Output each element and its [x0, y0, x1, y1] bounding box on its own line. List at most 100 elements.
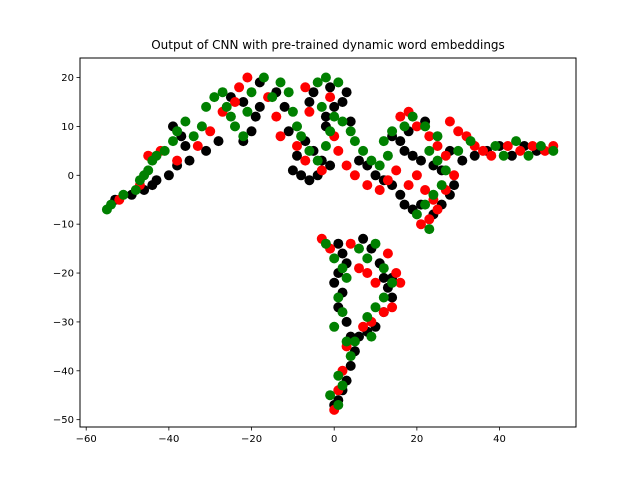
data-point: [370, 238, 381, 249]
data-point: [333, 292, 344, 303]
data-point: [325, 160, 336, 171]
data-point: [449, 180, 460, 191]
data-point: [184, 155, 195, 166]
data-point: [395, 277, 406, 288]
data-point: [316, 101, 327, 112]
data-point: [287, 165, 298, 176]
data-point: [345, 116, 356, 127]
data-point: [403, 180, 414, 191]
data-point: [163, 170, 174, 181]
data-point: [106, 199, 116, 210]
data-point: [283, 126, 294, 137]
x-axis: −60 −40 −20 0 20 40: [76, 427, 506, 445]
data-point: [345, 360, 356, 371]
data-point: [341, 87, 352, 98]
data-point: [399, 121, 410, 132]
data-point: [486, 150, 497, 161]
data-point: [354, 243, 364, 254]
data-point: [382, 150, 393, 161]
data-point: [382, 248, 393, 259]
data-point: [151, 150, 162, 161]
data-point: [378, 136, 389, 147]
data-point: [201, 101, 212, 112]
data-point: [490, 141, 501, 151]
data-point: [345, 351, 356, 362]
data-point: [391, 165, 402, 176]
data-point: [333, 77, 344, 88]
data-point: [366, 331, 377, 342]
data-point: [358, 145, 369, 156]
data-point: [304, 145, 315, 156]
data-point: [337, 263, 348, 274]
x-tick-label: −20: [241, 434, 262, 445]
data-point: [395, 111, 406, 122]
data-point: [296, 131, 307, 142]
y-tick-label: −20: [53, 269, 74, 280]
data-point: [209, 92, 220, 103]
data-point: [130, 185, 141, 195]
data-point: [279, 101, 290, 112]
data-point: [395, 136, 406, 147]
y-axis: −50 −40 −30 −20 −10 0 10 20: [53, 73, 80, 426]
data-point: [444, 116, 455, 127]
data-point: [424, 145, 435, 156]
data-point: [382, 175, 393, 186]
data-point: [469, 150, 480, 161]
y-tick-label: −30: [53, 317, 74, 328]
data-point: [329, 277, 340, 288]
data-point: [172, 126, 183, 137]
data-point: [188, 131, 199, 142]
data-point: [275, 77, 286, 88]
data-point: [325, 126, 336, 137]
data-point: [424, 131, 435, 142]
data-point: [440, 165, 451, 176]
data-point: [432, 131, 443, 142]
data-point: [325, 390, 336, 401]
data-point: [217, 87, 228, 98]
data-point: [254, 101, 265, 112]
data-point: [420, 199, 431, 210]
data-point: [312, 77, 323, 88]
data-point: [432, 141, 443, 151]
data-point: [337, 307, 348, 318]
data-point: [527, 141, 538, 151]
data-point: [366, 155, 377, 166]
data-point: [399, 145, 410, 156]
data-point: [201, 145, 212, 156]
data-point: [300, 155, 311, 166]
data-point: [213, 136, 224, 147]
data-point: [333, 238, 344, 249]
data-point: [341, 160, 352, 171]
y-tick-label: −10: [53, 220, 74, 231]
chart-title: Output of CNN with pre-trained dynamic w…: [151, 38, 505, 52]
data-point: [387, 292, 398, 303]
data-point: [420, 185, 431, 195]
data-point: [283, 87, 294, 98]
data-point: [296, 170, 307, 181]
data-point: [370, 170, 381, 181]
data-point: [192, 141, 203, 151]
data-point: [250, 111, 261, 122]
data-point: [362, 180, 373, 191]
data-point: [234, 82, 245, 93]
data-point: [465, 136, 476, 147]
data-point: [354, 263, 364, 274]
data-point: [420, 121, 431, 132]
data-point: [387, 302, 398, 313]
data-point: [168, 136, 178, 147]
data-point: [329, 111, 340, 122]
data-point: [246, 87, 257, 98]
data-point: [370, 302, 381, 313]
data-point: [333, 400, 344, 410]
data-point: [304, 175, 315, 186]
data-point: [337, 97, 348, 107]
data-point: [362, 253, 373, 264]
x-tick-label: 0: [331, 434, 337, 445]
data-point: [230, 121, 240, 132]
data-point: [416, 219, 426, 230]
data-point: [320, 72, 331, 83]
data-point: [320, 238, 331, 249]
data-point: [337, 380, 348, 391]
data-point: [337, 248, 348, 259]
